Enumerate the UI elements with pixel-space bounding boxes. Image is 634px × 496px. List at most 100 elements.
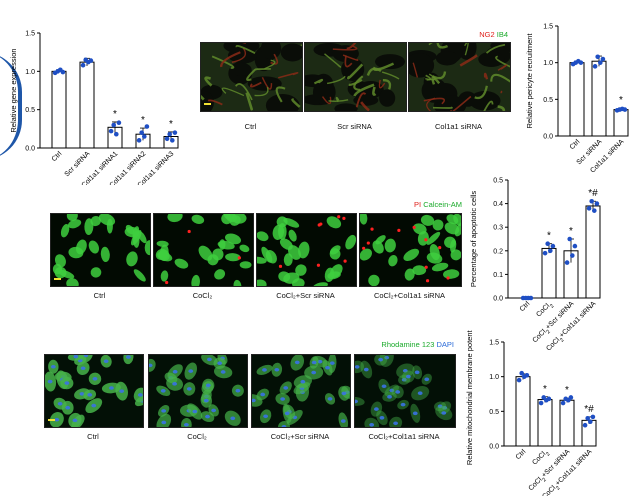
significance-mark: *# bbox=[588, 188, 598, 199]
data-point bbox=[572, 243, 578, 249]
vessel-image-col1a1 bbox=[408, 42, 511, 112]
y-tick-label: 1.0 bbox=[25, 69, 35, 76]
data-point bbox=[108, 128, 114, 134]
data-point bbox=[80, 62, 86, 68]
calcein-image-cocl2-scr bbox=[256, 213, 357, 287]
data-point bbox=[560, 400, 566, 406]
rhodamine-image-cocl2 bbox=[148, 354, 248, 428]
significance-mark: * bbox=[569, 226, 573, 237]
category-label: Ctrl bbox=[515, 448, 528, 461]
category-label: Ctrl bbox=[569, 138, 582, 151]
y-tick-label: 1.5 bbox=[543, 24, 553, 31]
bar bbox=[559, 399, 575, 447]
data-point bbox=[592, 208, 597, 213]
data-point bbox=[568, 395, 574, 400]
y-tick-label: 1.0 bbox=[543, 60, 553, 67]
y-tick-label: 0.0 bbox=[25, 146, 35, 153]
data-point bbox=[586, 206, 592, 211]
data-point bbox=[164, 136, 170, 142]
gene-expression-chart: 0.0 0.5 1.0 1.5 Relative gene expression Ctrl… bbox=[9, 31, 179, 185]
data-point bbox=[598, 60, 603, 65]
data-point bbox=[139, 130, 144, 135]
data-point bbox=[595, 54, 600, 60]
bar bbox=[541, 247, 557, 299]
calcein-legend: PI Calcein-AM bbox=[414, 200, 462, 209]
data-point bbox=[519, 370, 524, 376]
data-point bbox=[589, 198, 594, 204]
rhodamine-micrograph-panel: Rhodamine 123 DAPI Ctrl CoCl₂ CoCl₂+Scr … bbox=[44, 340, 456, 445]
y-tick-label: 0.5 bbox=[543, 97, 553, 104]
data-point bbox=[567, 236, 572, 242]
data-point bbox=[545, 241, 550, 247]
data-point bbox=[142, 134, 147, 139]
caption-rhod-ctrl: Ctrl bbox=[87, 432, 99, 441]
significance-mark: *# bbox=[584, 404, 594, 415]
data-point bbox=[516, 377, 522, 383]
y-tick-label: 0.0 bbox=[543, 134, 553, 141]
y-tick-label: 0.4 bbox=[493, 201, 503, 208]
bar bbox=[515, 376, 531, 447]
data-point bbox=[60, 69, 66, 75]
data-point bbox=[116, 120, 122, 125]
y-tick-label: 0.3 bbox=[493, 225, 503, 232]
decorative-arc bbox=[0, 52, 22, 160]
data-point bbox=[578, 60, 584, 65]
legend-ib4: IB4 bbox=[496, 30, 508, 39]
legend-dapi: DAPI bbox=[436, 340, 454, 349]
data-point bbox=[136, 138, 142, 143]
data-point bbox=[172, 130, 178, 135]
vessel-image-scr bbox=[304, 42, 407, 112]
y-axis-label: Percentage of apoptotic cells bbox=[469, 191, 478, 288]
legend-ng2: NG2 bbox=[479, 30, 495, 39]
y-tick-label: 1.5 bbox=[489, 340, 499, 347]
data-point bbox=[590, 414, 596, 420]
data-point bbox=[592, 64, 598, 69]
data-point bbox=[585, 415, 590, 421]
mitochondrial-potential-chart: 0.0 0.5 1.0 1.5 Relative mitochondrial membr… bbox=[465, 330, 597, 496]
data-point bbox=[542, 250, 548, 256]
y-tick-label: 0.5 bbox=[25, 107, 35, 114]
bar bbox=[585, 205, 601, 299]
data-point bbox=[570, 253, 575, 258]
y-axis-label: Relative pericyte recruitment bbox=[525, 33, 534, 129]
data-point bbox=[524, 372, 530, 378]
y-tick-label: 0.5 bbox=[489, 409, 499, 416]
y-tick-label: 0.1 bbox=[493, 272, 503, 279]
data-point bbox=[528, 295, 534, 301]
data-point bbox=[588, 419, 593, 425]
bar bbox=[537, 399, 553, 447]
category-label: Scr siRNA bbox=[64, 150, 92, 178]
y-tick-label: 0.0 bbox=[493, 296, 503, 303]
caption-vessel-ctrl: Ctrl bbox=[244, 122, 257, 131]
vessel-image-ctrl bbox=[200, 42, 303, 112]
significance-mark: * bbox=[169, 119, 173, 130]
calcein-image-ctrl bbox=[50, 213, 151, 287]
caption-rhod-cocl2: CoCl₂ bbox=[187, 432, 207, 441]
y-tick-label: 1.0 bbox=[489, 374, 499, 381]
data-point bbox=[564, 260, 570, 265]
bar bbox=[613, 109, 629, 137]
caption-rhod-cocl2-scr: CoCl₂+Scr siRNA bbox=[270, 432, 330, 441]
legend-rhodamine: Rhodamine 123 bbox=[381, 340, 435, 349]
caption-calcein-cocl2-col1a1: CoCl₂+Col1a1 siRNA bbox=[373, 291, 446, 300]
vessel-micrograph-panel: NG2 IB4 Ctrl Scr siRNA Col1a1 siRNA bbox=[200, 30, 511, 140]
bar bbox=[569, 62, 585, 137]
data-point bbox=[144, 124, 150, 129]
rhodamine-image-ctrl bbox=[44, 354, 144, 428]
data-point bbox=[600, 56, 606, 62]
y-tick-label: 0.5 bbox=[493, 178, 503, 185]
y-axis-label: Relative gene expression bbox=[9, 48, 18, 132]
data-point bbox=[167, 131, 172, 137]
caption-calcein-cocl2-scr: CoCl₂+Scr siRNA bbox=[276, 291, 335, 300]
bar bbox=[591, 60, 607, 137]
y-tick-label: 0.2 bbox=[493, 248, 503, 255]
data-point bbox=[88, 58, 94, 63]
data-point bbox=[170, 138, 175, 143]
caption-rhod-cocl2-col1a1: CoCl₂+Col1a1 siRNA bbox=[368, 432, 440, 441]
pericyte-recruitment-chart: 0.0 0.5 1.0 1.5 Relative pericyte recruitmen… bbox=[525, 24, 629, 172]
caption-vessel-scr: Scr siRNA bbox=[337, 122, 372, 131]
vessel-legend: NG2 IB4 bbox=[479, 30, 508, 39]
data-point bbox=[538, 400, 544, 406]
significance-mark: * bbox=[543, 384, 547, 395]
calcein-micrograph-panel: PI Calcein-AM Ctrl CoCl₂ CoCl₂+Scr siRNA… bbox=[50, 200, 462, 305]
